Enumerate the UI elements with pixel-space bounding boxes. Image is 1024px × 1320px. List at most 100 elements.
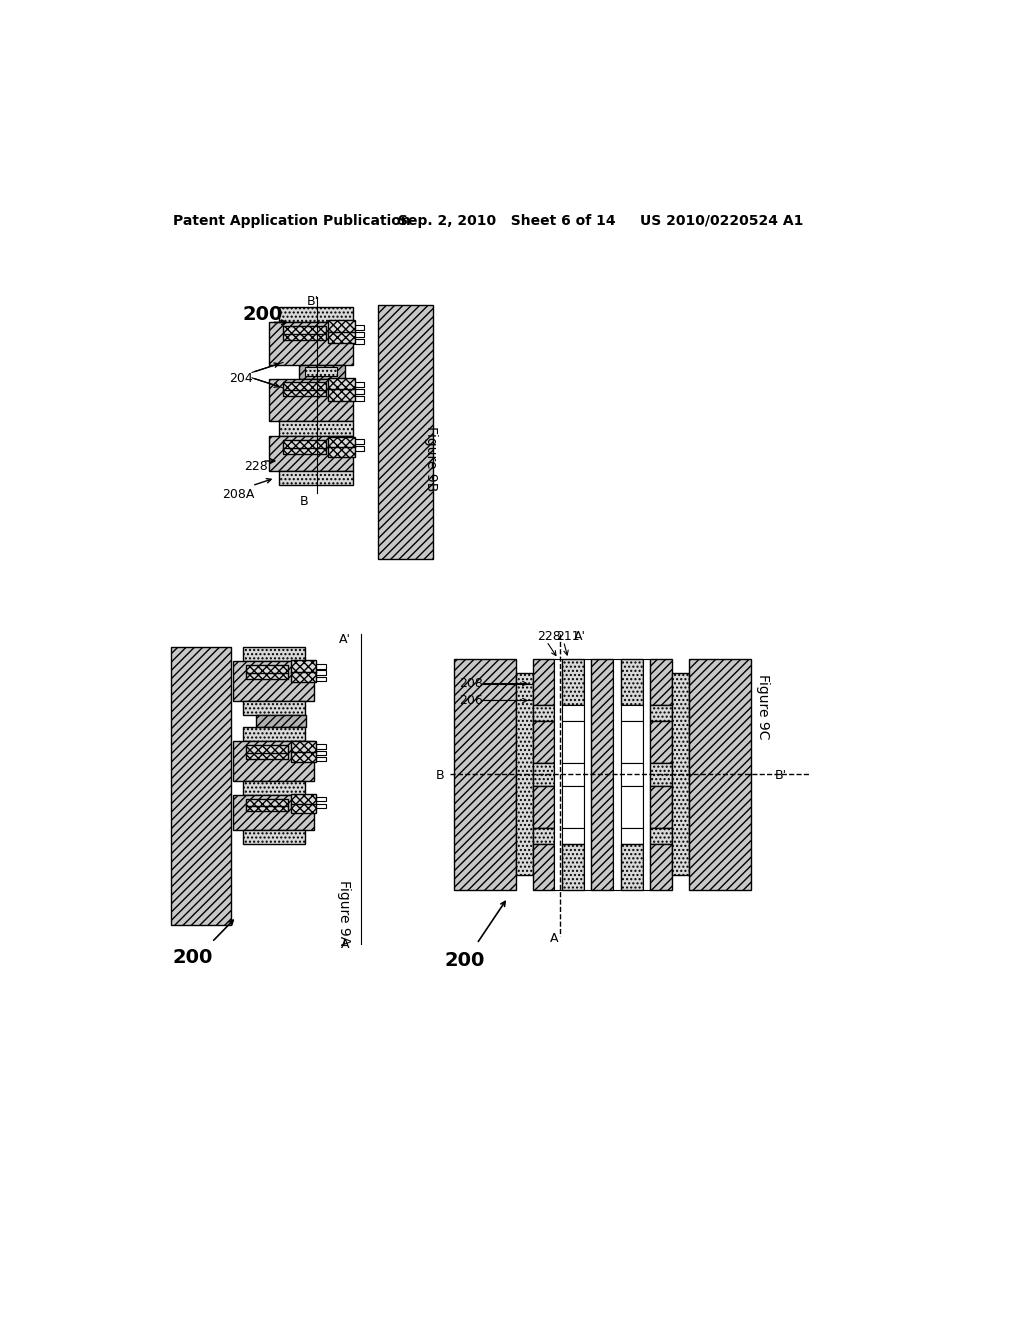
Bar [650, 843, 672, 890]
Bar [314, 797, 327, 801]
Bar [378, 305, 433, 558]
Bar [650, 721, 672, 763]
Text: Figure 9B: Figure 9B [424, 426, 438, 491]
Bar [280, 421, 352, 437]
Bar [246, 744, 289, 759]
Text: 200: 200 [172, 948, 213, 966]
Bar [352, 446, 364, 451]
Text: Figure 9C: Figure 9C [756, 675, 770, 739]
Bar [613, 659, 621, 890]
Bar [454, 659, 515, 890]
Bar [243, 701, 305, 715]
Bar [554, 659, 562, 890]
Bar [621, 843, 643, 890]
Bar [314, 744, 327, 748]
Bar [532, 785, 554, 829]
Bar [328, 378, 355, 401]
Text: 228: 228 [538, 631, 561, 643]
Bar [532, 763, 554, 785]
Bar [280, 471, 352, 484]
Bar [672, 673, 689, 875]
Bar [650, 785, 672, 829]
Bar [592, 659, 613, 890]
Bar [314, 804, 327, 808]
Bar [532, 843, 554, 890]
Bar [314, 677, 327, 681]
Bar [280, 308, 352, 322]
Bar [562, 843, 584, 890]
Bar [621, 705, 643, 721]
Text: 211: 211 [556, 631, 580, 643]
Bar [314, 756, 327, 762]
Text: B: B [300, 495, 308, 508]
Bar [314, 751, 327, 755]
Bar [532, 659, 554, 705]
Bar [246, 665, 289, 678]
Text: Figure 9A: Figure 9A [337, 880, 351, 945]
Bar [621, 829, 643, 843]
Bar [314, 671, 327, 675]
Bar [689, 659, 751, 890]
Bar [532, 705, 554, 721]
Bar [269, 379, 352, 421]
Bar [562, 705, 584, 721]
Bar [532, 721, 554, 763]
Bar [171, 647, 231, 924]
Bar [328, 437, 355, 457]
Bar [532, 829, 554, 843]
Text: 204: 204 [228, 372, 253, 385]
Text: US 2010/0220524 A1: US 2010/0220524 A1 [640, 214, 803, 228]
Bar [352, 396, 364, 401]
Text: 208: 208 [459, 677, 482, 689]
Bar [562, 763, 584, 785]
Bar [283, 441, 326, 454]
Bar [352, 333, 364, 337]
Bar [291, 741, 315, 762]
Bar [352, 389, 364, 395]
Bar [269, 322, 352, 364]
Bar [352, 440, 364, 444]
Bar [584, 659, 592, 890]
Bar [246, 799, 289, 812]
Bar [243, 727, 305, 742]
Text: A: A [341, 937, 349, 950]
Text: 206: 206 [459, 693, 482, 706]
Bar [269, 437, 352, 471]
Bar [621, 785, 643, 829]
Bar [515, 673, 532, 875]
Bar [621, 659, 643, 705]
Text: Patent Application Publication: Patent Application Publication [173, 214, 411, 228]
Text: B': B' [306, 296, 318, 309]
Bar [328, 321, 355, 343]
Bar [283, 326, 326, 341]
Bar [243, 830, 305, 843]
Text: 208A: 208A [222, 488, 255, 502]
Bar [650, 705, 672, 721]
Bar [283, 383, 326, 396]
Bar [314, 664, 327, 669]
Text: B: B [435, 770, 444, 783]
Bar [621, 721, 643, 763]
Text: A': A' [574, 631, 587, 643]
Text: 200: 200 [444, 952, 484, 970]
Bar [352, 339, 364, 345]
Bar [291, 660, 315, 682]
Bar [650, 659, 672, 705]
Bar [621, 763, 643, 785]
Bar [232, 795, 314, 830]
Text: A': A' [339, 634, 351, 647]
Bar [243, 647, 305, 661]
Bar [650, 829, 672, 843]
Bar [650, 763, 672, 785]
Bar [256, 715, 306, 727]
Text: A: A [550, 932, 558, 945]
Bar [562, 721, 584, 763]
Bar [305, 367, 337, 376]
Text: 228: 228 [245, 461, 268, 474]
Bar [562, 785, 584, 829]
Bar [232, 661, 314, 701]
Bar [352, 383, 364, 387]
Bar [291, 795, 315, 813]
Bar [299, 364, 345, 379]
Bar [232, 742, 314, 781]
